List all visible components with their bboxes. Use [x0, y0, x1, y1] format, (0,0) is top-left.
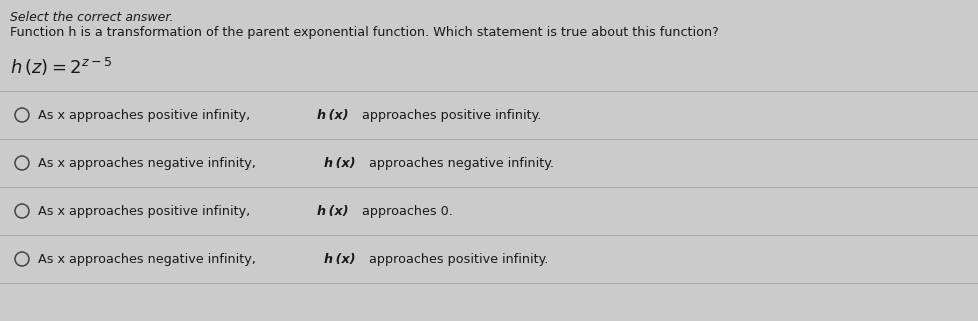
Text: h (x): h (x): [317, 204, 348, 218]
Text: As x approaches positive infinity,: As x approaches positive infinity,: [38, 204, 254, 218]
Text: As x approaches negative infinity,: As x approaches negative infinity,: [38, 253, 259, 265]
Text: h (x): h (x): [324, 253, 356, 265]
Text: As x approaches positive infinity,: As x approaches positive infinity,: [38, 108, 254, 122]
Text: As x approaches negative infinity,: As x approaches negative infinity,: [38, 157, 259, 169]
Text: approaches 0.: approaches 0.: [358, 204, 452, 218]
Text: h (x): h (x): [317, 108, 348, 122]
Text: approaches positive infinity.: approaches positive infinity.: [358, 108, 541, 122]
Text: Function h is a transformation of the parent exponential function. Which stateme: Function h is a transformation of the pa…: [10, 26, 718, 39]
Text: h (x): h (x): [324, 157, 356, 169]
Text: approaches positive infinity.: approaches positive infinity.: [365, 253, 548, 265]
Text: approaches negative infinity.: approaches negative infinity.: [365, 157, 554, 169]
Text: $h\,(z) = 2^{z-5}$: $h\,(z) = 2^{z-5}$: [10, 56, 112, 78]
Text: Select the correct answer.: Select the correct answer.: [10, 11, 173, 24]
